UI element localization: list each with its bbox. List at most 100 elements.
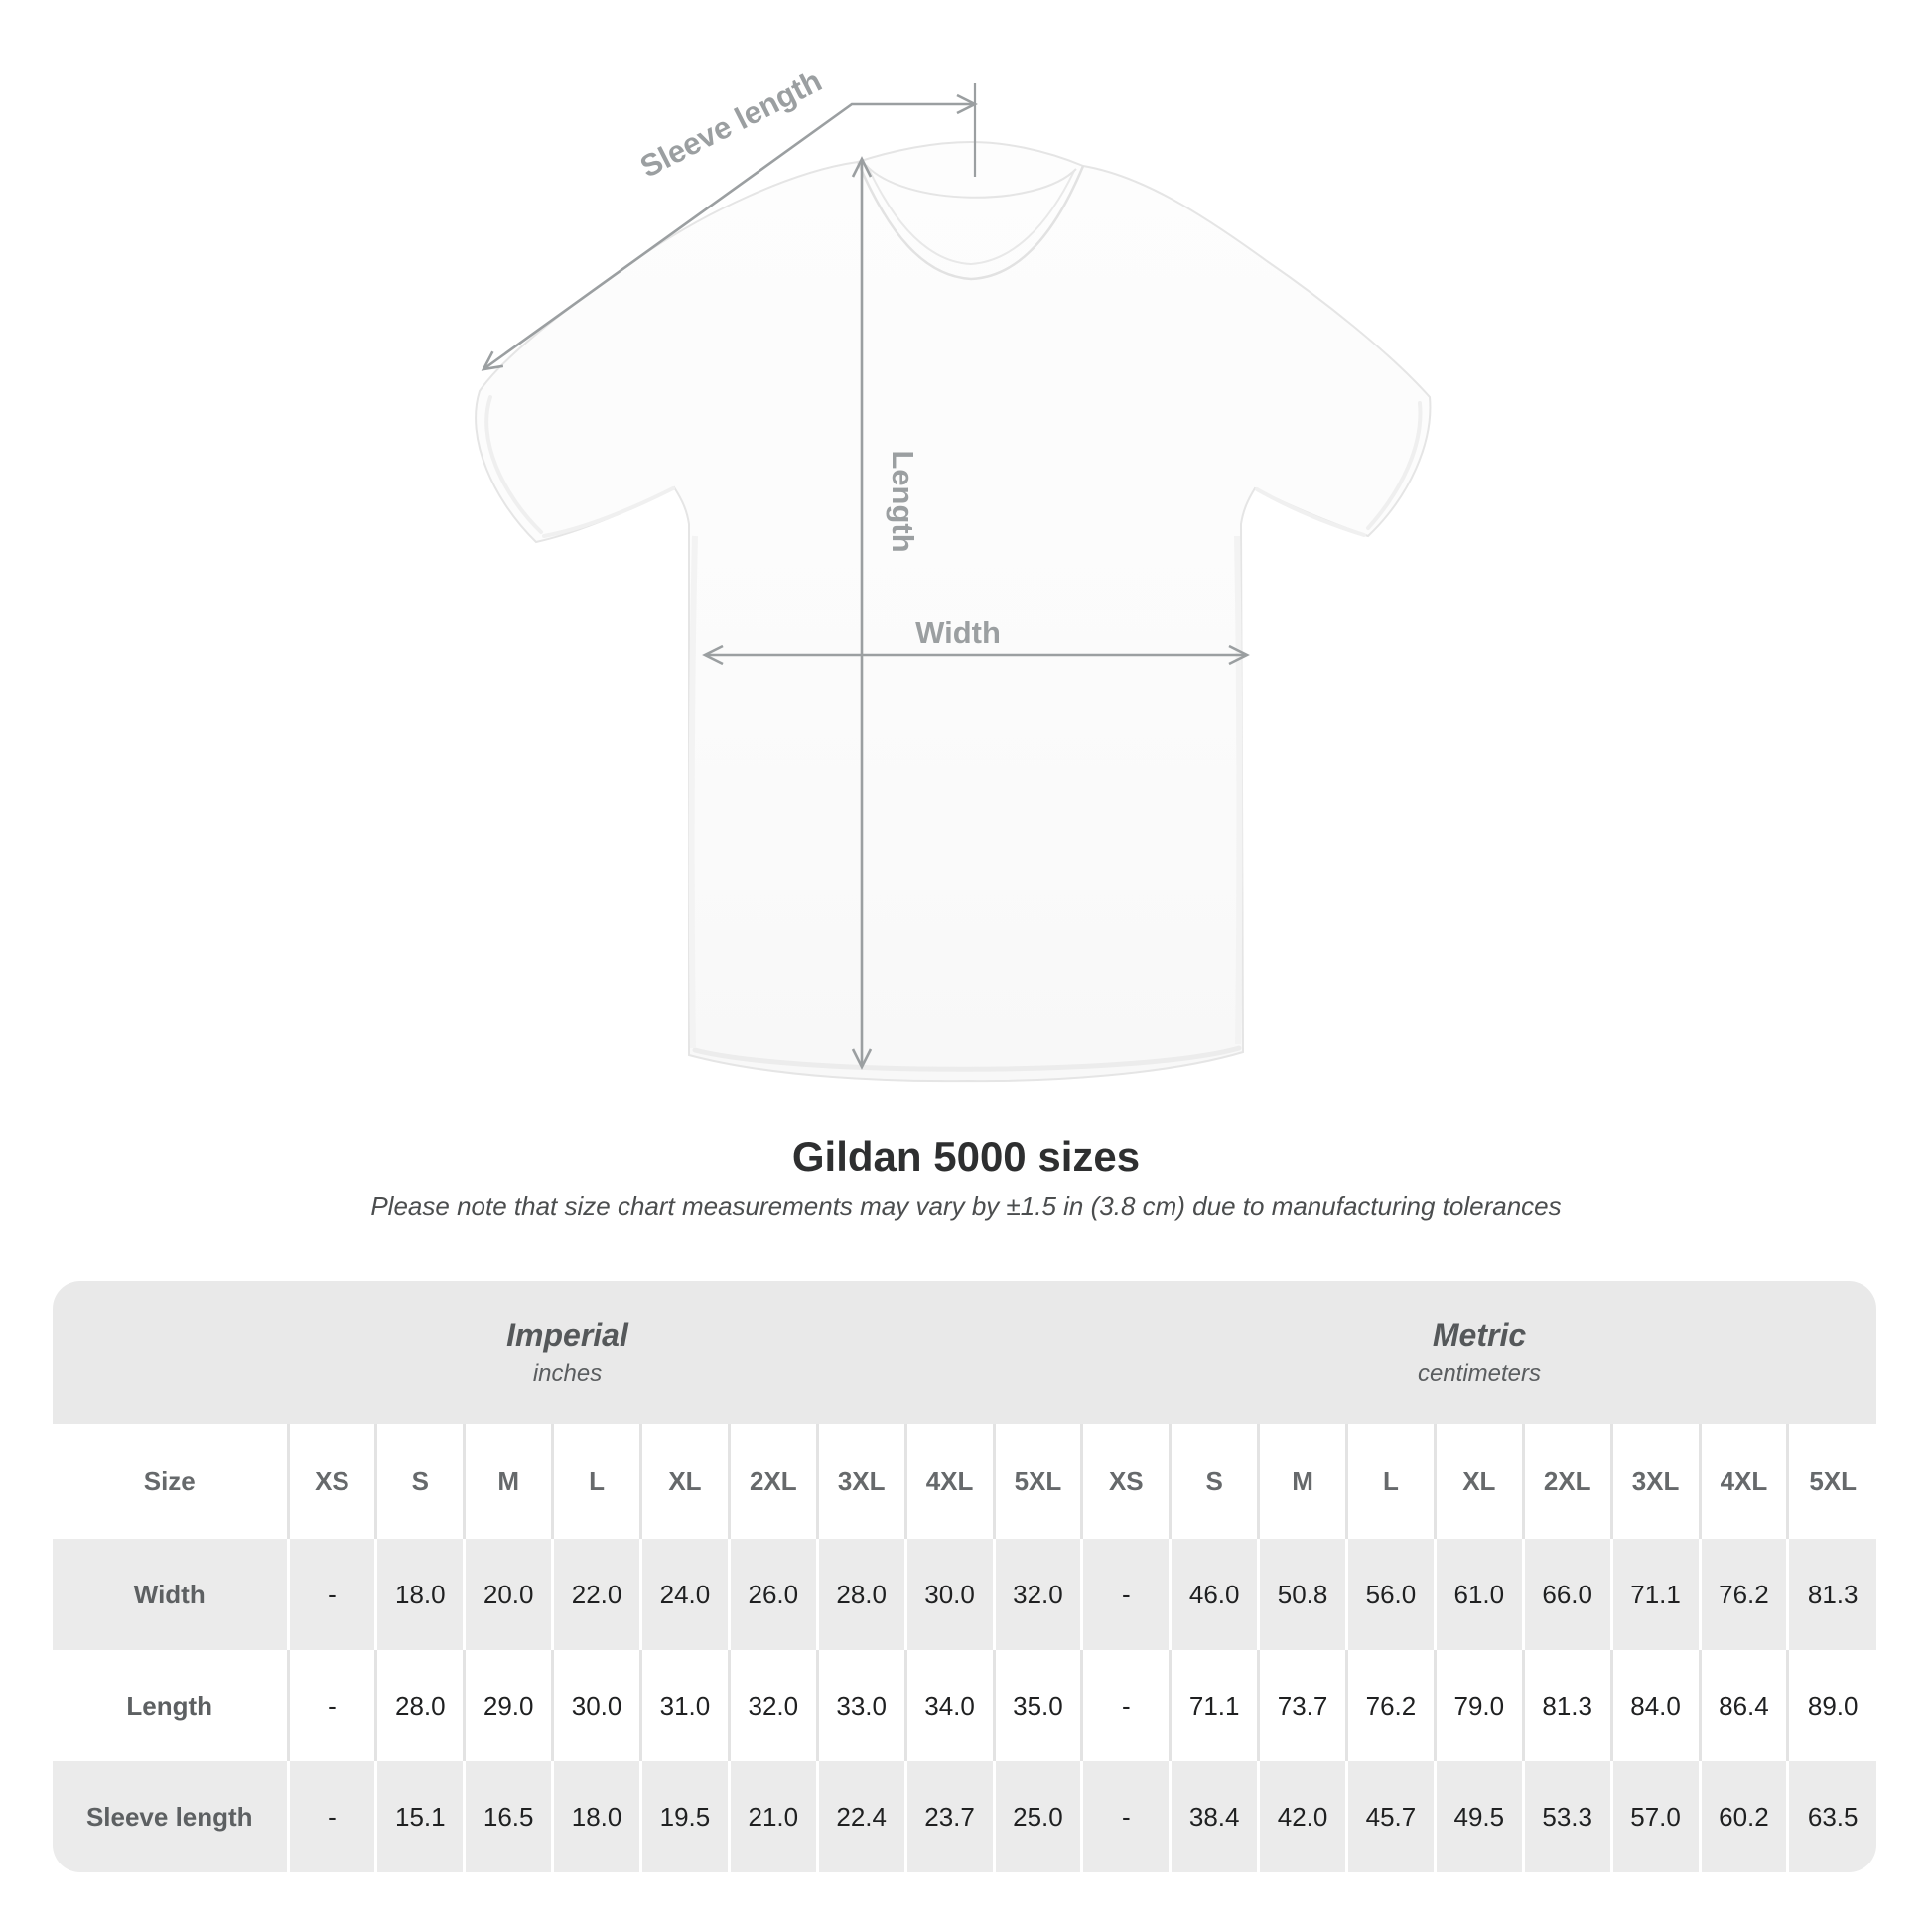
value-cell: 63.5 [1786,1761,1876,1872]
value-cell: 35.0 [992,1650,1082,1761]
value-cell: 22.0 [551,1539,641,1650]
size-col-metric: M [1257,1424,1347,1539]
size-col-metric: 5XL [1786,1424,1876,1539]
tolerance-note: Please note that size chart measurements… [370,1191,1562,1221]
size-col-imperial: S [374,1424,465,1539]
value-cell: 50.8 [1257,1539,1347,1650]
value-cell: - [1080,1650,1171,1761]
value-cell: - [286,1650,376,1761]
sleeve-length-arrow [481,93,978,371]
size-header-cell: Size [53,1424,288,1539]
size-col-imperial: XL [639,1424,730,1539]
value-cell: 28.0 [815,1539,906,1650]
value-cell: 32.0 [992,1539,1082,1650]
value-cell: 25.0 [992,1761,1082,1872]
size-col-imperial: 2XL [727,1424,818,1539]
value-cell: 15.1 [374,1761,465,1872]
hem-shadow [692,1045,1242,1072]
value-cell: 60.2 [1698,1761,1788,1872]
size-col-imperial: L [551,1424,641,1539]
value-cell: 26.0 [727,1539,818,1650]
value-cell: 81.3 [1786,1539,1876,1650]
value-cell: 81.3 [1521,1650,1612,1761]
width-label: Width [915,616,1001,650]
imperial-group-header: Imperial inches [53,1281,1082,1424]
size-col-metric: XS [1080,1424,1171,1539]
value-cell: 29.0 [463,1650,553,1761]
page-title: Gildan 5000 sizes [791,1133,1141,1179]
value-cell: 45.7 [1345,1761,1436,1872]
row-label-length: Length [53,1650,288,1761]
sleeve-length-label: Sleeve length [634,64,827,185]
value-cell: 34.0 [903,1650,994,1761]
value-cell: 30.0 [903,1539,994,1650]
value-cell: - [1080,1761,1171,1872]
right-underarm-shadow [1255,487,1366,537]
value-cell: 22.4 [815,1761,906,1872]
sleeve-length-row: Sleeve length - 15.1 16.5 18.0 19.5 21.0… [53,1761,1876,1872]
value-cell: 31.0 [639,1650,730,1761]
size-col-metric: 4XL [1698,1424,1788,1539]
value-cell: 46.0 [1169,1539,1259,1650]
size-col-metric: L [1345,1424,1436,1539]
size-col-metric: XL [1433,1424,1524,1539]
value-cell: 89.0 [1786,1650,1876,1761]
value-cell: 71.1 [1609,1539,1700,1650]
left-body-fold [688,535,698,1049]
value-cell: 76.2 [1345,1650,1436,1761]
imperial-label: Imperial [506,1316,628,1353]
size-col-metric: 2XL [1521,1424,1612,1539]
size-col-imperial: 3XL [815,1424,906,1539]
value-cell: 28.0 [374,1650,465,1761]
left-sleeve-opening-shadow [484,395,543,534]
tshirt-measurement-diagram: Sleeve length Length Width [475,64,1432,1083]
value-cell: 20.0 [463,1539,553,1650]
value-cell: 49.5 [1433,1761,1524,1872]
row-label-width: Width [53,1539,288,1650]
size-col-metric: 3XL [1609,1424,1700,1539]
value-cell: 19.5 [639,1761,730,1872]
value-cell: 56.0 [1345,1539,1436,1650]
value-cell: 18.0 [374,1539,465,1650]
value-cell: 30.0 [551,1650,641,1761]
value-cell: - [286,1761,376,1872]
value-cell: 38.4 [1169,1761,1259,1872]
size-col-imperial: XS [286,1424,376,1539]
metric-label: Metric [1432,1316,1527,1353]
value-cell: 42.0 [1257,1761,1347,1872]
value-cell: 79.0 [1433,1650,1524,1761]
size-col-imperial: 5XL [992,1424,1082,1539]
value-cell: - [1080,1539,1171,1650]
value-cell: 57.0 [1609,1761,1700,1872]
right-sleeve-opening-shadow [1366,401,1423,530]
sizes-table: Size XS S M L XL 2XL 3XL 4XL 5XL XS S M … [53,1424,1876,1872]
value-cell: 53.3 [1521,1761,1612,1872]
value-cell: 24.0 [639,1539,730,1650]
row-label-sleeve-length: Sleeve length [53,1761,288,1872]
value-cell: 23.7 [903,1761,994,1872]
value-cell: 61.0 [1433,1539,1524,1650]
value-cell: 86.4 [1698,1650,1788,1761]
value-cell: 76.2 [1698,1539,1788,1650]
value-cell: 16.5 [463,1761,553,1872]
size-col-imperial: 4XL [903,1424,994,1539]
value-cell: 18.0 [551,1761,641,1872]
unit-header-band: Imperial inches Metric centimeters [53,1281,1876,1424]
value-cell: 21.0 [727,1761,818,1872]
length-row: Length - 28.0 29.0 30.0 31.0 32.0 33.0 3… [53,1650,1876,1761]
value-cell: 33.0 [815,1650,906,1761]
value-cell: 73.7 [1257,1650,1347,1761]
tshirt-diagram-svg: Sleeve length Length Width [475,64,1432,1083]
size-header-row: Size XS S M L XL 2XL 3XL 4XL 5XL XS S M … [53,1424,1876,1539]
left-underarm-shadow [542,486,675,538]
width-row: Width - 18.0 20.0 22.0 24.0 26.0 28.0 30… [53,1539,1876,1650]
value-cell: 32.0 [727,1650,818,1761]
value-cell: 84.0 [1609,1650,1700,1761]
size-col-metric: S [1169,1424,1259,1539]
tshirt-outline [475,140,1432,1083]
value-cell: - [286,1539,376,1650]
right-body-fold [1234,535,1243,1045]
value-cell: 71.1 [1169,1650,1259,1761]
length-label: Length [886,450,920,552]
